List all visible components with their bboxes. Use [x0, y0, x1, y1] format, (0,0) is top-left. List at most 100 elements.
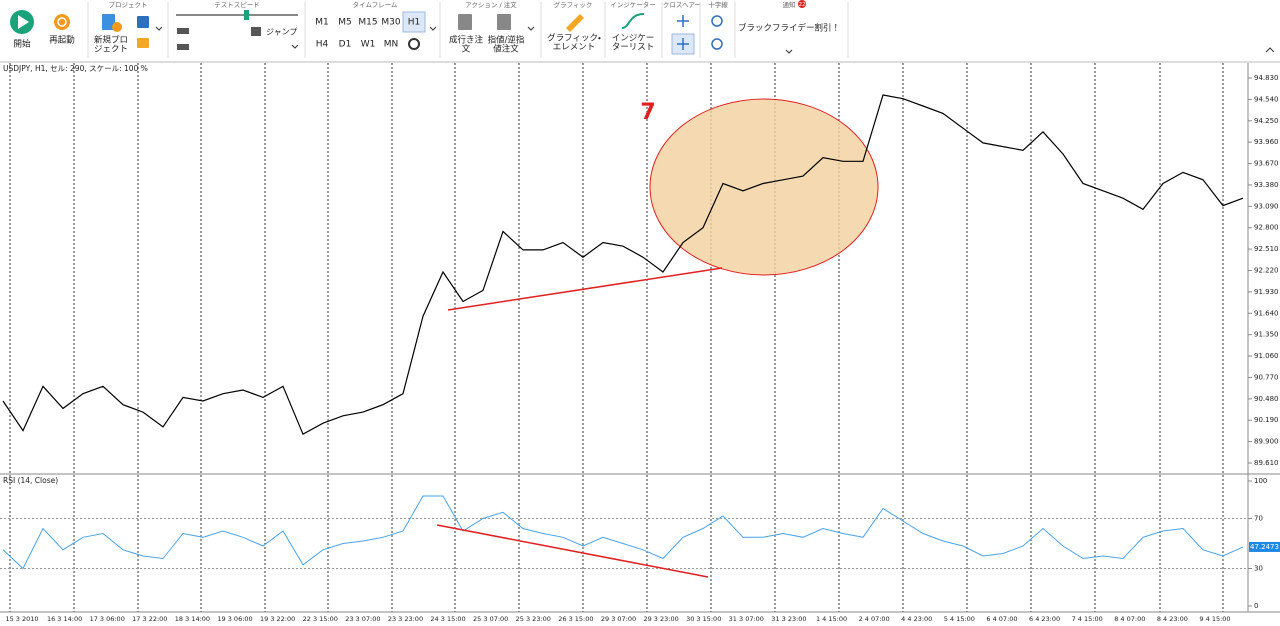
button-label: ターリスト [612, 43, 655, 53]
dropdown[interactable] [155, 26, 163, 31]
x-tick-label: 26 3 15:00 [558, 615, 593, 623]
trendline [436, 524, 709, 578]
y-tick-label: 90.770 [1254, 373, 1279, 381]
restart-icon [54, 14, 70, 30]
restart-glyph [57, 17, 67, 27]
timeframe-button[interactable]: H1 [408, 18, 421, 28]
timeframe-button[interactable]: W1 [361, 40, 376, 50]
dropdown[interactable] [527, 26, 535, 31]
restart-button[interactable]: 再起動 [49, 14, 75, 46]
trendline [447, 267, 723, 311]
y-tick-label: 70 [1254, 515, 1263, 523]
x-tick-label: 7 4 15:00 [1072, 615, 1103, 623]
y-tick-label: 92.510 [1254, 245, 1279, 253]
button-label: インジケー [612, 34, 655, 44]
timeframe-button[interactable]: M5 [338, 18, 352, 28]
market-order-button[interactable]: 成行き注 文 [449, 14, 484, 55]
x-tick-label: 29 3 23:00 [643, 615, 678, 623]
step-icon[interactable] [177, 44, 189, 50]
dropdown[interactable] [291, 44, 299, 49]
timeframe-button[interactable]: M1 [315, 18, 329, 28]
indicators-button[interactable]: インジケー ターリスト [612, 13, 655, 53]
x-tick-label: 18 3 14:00 [175, 615, 210, 623]
button-label: 値注文 [493, 44, 519, 55]
button-label: グラフィック・ [547, 33, 601, 44]
zoom-in[interactable] [711, 15, 723, 27]
dropdown[interactable] [785, 49, 793, 54]
restart-label: 再起動 [49, 35, 75, 46]
x-tick-label: 8 4 23:00 [1157, 615, 1188, 623]
timeframe-button[interactable]: H4 [316, 40, 329, 50]
button-label: エレメント [553, 43, 596, 53]
x-tick-label: 17 3 06:00 [90, 615, 125, 623]
timeframe-button[interactable]: D1 [339, 40, 352, 50]
crosshair-icon[interactable] [677, 15, 689, 27]
start-button[interactable]: 開始 [10, 10, 34, 50]
speed-thumb[interactable] [244, 10, 249, 20]
toolbar-bg [0, 0, 1280, 62]
timeframe-button[interactable]: M15 [358, 18, 377, 28]
y-tick-label: 90.480 [1254, 395, 1279, 403]
x-tick-label: 6 4 23:00 [1029, 615, 1060, 623]
x-tick-label: 5 4 15:00 [944, 615, 975, 623]
x-tick-label: 25 3 07:00 [473, 615, 508, 623]
new-project-label: ジェクト [94, 45, 128, 55]
x-tick-label: 19 3 22:00 [260, 615, 295, 623]
order-icon [458, 14, 472, 30]
y-tick-label: 93.670 [1254, 160, 1279, 168]
annotation: 7 [640, 100, 655, 125]
jump-icon[interactable] [251, 27, 261, 36]
limit-order-button[interactable]: 指値/逆指 値注文 [488, 14, 525, 55]
x-tick-label: 2 4 07:00 [859, 615, 890, 623]
y-tick-label: 94.540 [1254, 95, 1279, 103]
plus-icon [112, 22, 122, 32]
group-title: グラフィック [554, 0, 593, 9]
highlight-ellipse [649, 98, 879, 276]
x-tick-label: 30 3 15:00 [686, 615, 721, 623]
y-tick-label: 100 [1254, 477, 1267, 485]
graphics-button[interactable]: グラフィック・ エレメント [547, 14, 601, 53]
badge [798, 0, 806, 8]
step-icon[interactable] [177, 28, 189, 34]
folder-icon[interactable] [137, 38, 149, 48]
x-tick-label: 17 3 22:00 [132, 615, 167, 623]
y-tick-label: 90.190 [1254, 416, 1279, 424]
group-title: テストスピード [214, 1, 260, 9]
timeframe-button[interactable]: M30 [381, 18, 400, 28]
last-value-label: 47.2473 [1250, 543, 1279, 551]
x-tick-label: 9 4 15:00 [1199, 615, 1230, 623]
x-tick-label: 23 3 07:00 [345, 615, 380, 623]
y-tick-label: 89.610 [1254, 459, 1279, 467]
badge-count: 22 [799, 2, 806, 8]
order-icon [497, 14, 511, 30]
jump-label[interactable]: ジャンプ [266, 28, 297, 37]
rsi-title: RSI (14, Close) [3, 476, 58, 485]
group-title: プロジェクト [109, 1, 148, 9]
y-tick-label: 94.830 [1254, 74, 1279, 82]
new-project-button[interactable]: 新規プロ ジェクト [94, 14, 128, 55]
x-tick-label: 31 3 23:00 [771, 615, 806, 623]
x-tick-label: 6 4 07:00 [986, 615, 1017, 623]
group-title: 十字線 [708, 0, 728, 9]
zoom-out[interactable] [711, 38, 723, 50]
save-icon[interactable] [137, 16, 149, 28]
x-tick-label: 8 4 07:00 [1114, 615, 1145, 623]
timeframe-button[interactable]: MN [384, 40, 399, 50]
button-label: 指値/逆指 [488, 35, 525, 46]
dropdown[interactable] [429, 26, 437, 31]
y-tick-label: 91.350 [1254, 331, 1279, 339]
x-tick-label: 16 3 14:00 [47, 615, 82, 623]
notification[interactable]: ブラックフライデー割引！ [738, 23, 840, 34]
y-tick-label: 0 [1254, 602, 1258, 610]
y-tick-label: 92.220 [1254, 267, 1279, 275]
collapse[interactable] [1265, 47, 1275, 53]
active-timeframe [402, 11, 426, 33]
group-title: クロスヘアー [663, 1, 701, 9]
group-title: インジケーター [610, 0, 656, 9]
settings-icon[interactable] [408, 38, 420, 50]
y-tick-label: 92.800 [1254, 224, 1279, 232]
y-tick-label: 93.090 [1254, 202, 1279, 210]
y-tick-label: 91.060 [1254, 352, 1279, 360]
crosshair-icon [677, 38, 689, 50]
x-tick-label: 22 3 15:00 [303, 615, 338, 623]
